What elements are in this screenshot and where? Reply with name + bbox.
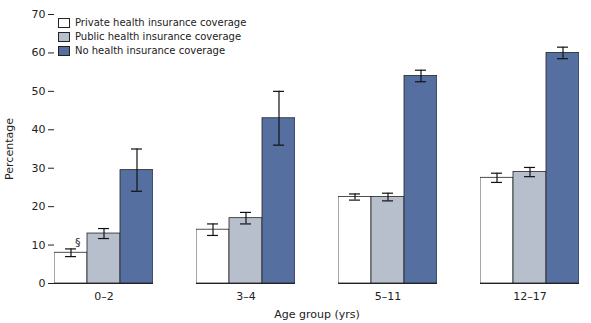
svg-text:Percentage: Percentage	[3, 118, 16, 180]
svg-text:40: 40	[32, 123, 46, 136]
svg-text:0: 0	[39, 277, 46, 290]
svg-text:12–17: 12–17	[513, 290, 547, 303]
svg-text:20: 20	[32, 200, 46, 213]
html-text:Private health insurance cover: Private health insurance coverage	[75, 17, 247, 28]
html-text:Public health insurance covera: Public health insurance coverage	[75, 31, 242, 42]
svg-text:60: 60	[32, 46, 46, 59]
svg-text:§: §	[75, 236, 81, 249]
svg-text:50: 50	[32, 85, 46, 98]
svg-text:10: 10	[32, 239, 46, 252]
svg-text:5–11: 5–11	[375, 290, 402, 303]
svg-text:0–2: 0–2	[94, 290, 114, 303]
svg-text:Age group (yrs): Age group (yrs)	[274, 308, 360, 321]
svg-text:30: 30	[32, 162, 46, 175]
svg-text:3–4: 3–4	[236, 290, 256, 303]
html-text:No health insurance coverage: No health insurance coverage	[75, 45, 226, 56]
svg-text:70: 70	[32, 8, 46, 21]
